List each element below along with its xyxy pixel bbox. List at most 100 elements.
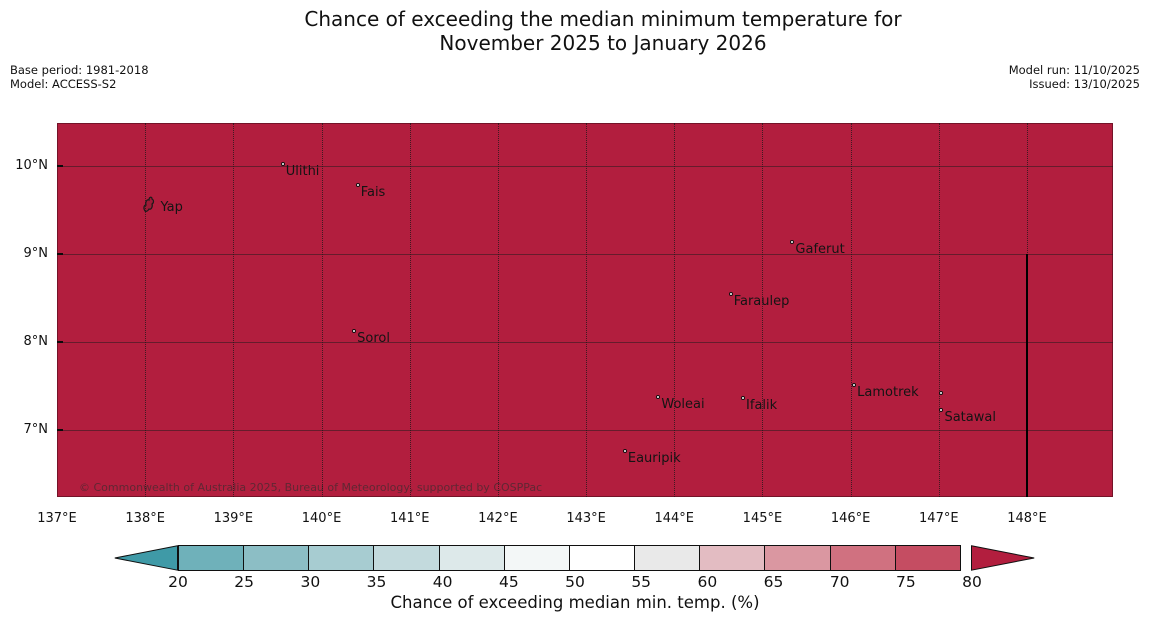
y-axis: 10°N 9°N 8°N 7°N bbox=[0, 0, 57, 644]
colorbar-segment bbox=[894, 545, 961, 571]
place-label: Fais bbox=[360, 184, 386, 200]
lon-gridline bbox=[762, 123, 764, 497]
colorbar-tick-label: 65 bbox=[763, 573, 784, 591]
x-tick-label: 137°E bbox=[37, 511, 77, 526]
colorbar-tick-label: 60 bbox=[697, 573, 718, 591]
lat-gridline bbox=[57, 254, 1113, 256]
x-tick-label: 145°E bbox=[742, 511, 783, 526]
colorbar-tick-label: 55 bbox=[631, 573, 652, 591]
place-label: Sorol bbox=[357, 330, 390, 346]
colorbar-tick-labels: 20 25 30 35 40 45 50 55 60 65 70 75 80 bbox=[168, 573, 982, 591]
x-tick-label: 143°E bbox=[566, 511, 606, 526]
copyright-text: © Commonwealth of Australia 2025, Bureau… bbox=[79, 481, 543, 494]
place-marker bbox=[790, 239, 795, 244]
colorbar-tick-label: 80 bbox=[962, 573, 982, 591]
y-tick-label: 10°N bbox=[15, 158, 48, 174]
x-tick-label: 139°E bbox=[213, 511, 254, 526]
y-tick-label: 9°N bbox=[23, 246, 49, 262]
place-label: Lamotrek bbox=[857, 385, 919, 401]
colorbar-segment bbox=[568, 545, 636, 571]
colorbar-segment bbox=[829, 545, 896, 571]
colorbar-segment bbox=[308, 545, 375, 571]
place-label: Gaferut bbox=[795, 241, 845, 257]
meta-right: Model run: 11/10/2025 Issued: 13/10/2025 bbox=[1009, 63, 1140, 91]
place-label: Ulithi bbox=[285, 164, 320, 180]
x-tick-label: 140°E bbox=[301, 511, 342, 526]
colorbar-tick-label: 50 bbox=[565, 573, 585, 591]
yap-island-icon bbox=[142, 194, 158, 218]
x-tick-label: 142°E bbox=[478, 511, 518, 526]
place-marker bbox=[622, 449, 627, 454]
x-tick-label: 141°E bbox=[389, 511, 430, 526]
place-marker bbox=[741, 396, 746, 401]
map-canvas: © Commonwealth of Australia 2025, Bureau… bbox=[57, 123, 1113, 497]
lat-tick bbox=[57, 429, 63, 432]
place-marker bbox=[352, 328, 357, 333]
lon-gridline bbox=[497, 123, 499, 497]
colorbar-segment bbox=[178, 545, 245, 571]
place-label: Eauripik bbox=[627, 451, 681, 467]
x-tick-label: 148°E bbox=[1007, 511, 1047, 526]
issued-text: Issued: 13/10/2025 bbox=[1029, 77, 1140, 91]
y-tick-label: 7°N bbox=[23, 422, 49, 438]
y-tick-label: 8°N bbox=[23, 334, 49, 350]
colorbar-tick-label: 20 bbox=[168, 573, 188, 591]
lat-tick bbox=[57, 341, 63, 344]
lat-tick bbox=[57, 253, 63, 256]
place-marker bbox=[728, 291, 733, 296]
base-period-text: Base period: 1981-2018 bbox=[10, 63, 149, 77]
colorbar-under-arrow bbox=[114, 545, 178, 571]
place-label: Faraulep bbox=[733, 293, 790, 309]
page-title: Chance of exceeding the median minimum t… bbox=[56, 7, 1150, 55]
model-text: Model: ACCESS-S2 bbox=[10, 77, 117, 91]
lon-gridline bbox=[674, 123, 676, 497]
lat-tick bbox=[57, 165, 63, 168]
lon-gridline bbox=[233, 123, 235, 497]
place-marker bbox=[656, 394, 661, 399]
meta-left: Base period: 1981-2018 Model: ACCESS-S2 bbox=[10, 63, 149, 91]
place-label: Yap bbox=[160, 199, 183, 215]
colorbar-tick-label: 45 bbox=[498, 573, 519, 591]
x-tick-label: 144°E bbox=[654, 511, 695, 526]
colorbar-tick-label: 30 bbox=[300, 573, 321, 591]
colorbar-tick-label: 35 bbox=[366, 573, 387, 591]
colorbar-tick-label: 25 bbox=[234, 573, 255, 591]
place-marker bbox=[852, 383, 857, 388]
colorbar-segment bbox=[438, 545, 505, 571]
place-marker bbox=[939, 407, 944, 412]
colorbar-tick-label: 40 bbox=[432, 573, 453, 591]
colorbar-segments bbox=[178, 545, 961, 571]
lon-gridline bbox=[409, 123, 411, 497]
place-label: Ifalik bbox=[746, 398, 778, 414]
lon-gridline bbox=[586, 123, 588, 497]
colorbar-segment bbox=[634, 545, 701, 571]
lon-gridline bbox=[850, 123, 852, 497]
colorbar-caption: Chance of exceeding median min. temp. (%… bbox=[390, 593, 760, 612]
lon-gridline bbox=[321, 123, 323, 497]
colorbar-segment bbox=[373, 545, 440, 571]
place-marker bbox=[280, 162, 285, 167]
title-line-1: Chance of exceeding the median minimum t… bbox=[304, 7, 902, 31]
lon-gridline bbox=[145, 123, 147, 497]
x-tick-label: 146°E bbox=[830, 511, 871, 526]
x-tick-label: 147°E bbox=[919, 511, 959, 526]
colorbar-segment bbox=[503, 545, 570, 571]
lat-gridline bbox=[57, 430, 1113, 432]
model-run-text: Model run: 11/10/2025 bbox=[1008, 63, 1140, 77]
colorbar-segment bbox=[243, 545, 310, 571]
colorbar-over-arrow bbox=[971, 545, 1035, 571]
boundary-line bbox=[1025, 254, 1028, 497]
colorbar-segment bbox=[699, 545, 766, 571]
colorbar-tick-label: 75 bbox=[895, 573, 916, 591]
place-label: Satawal bbox=[944, 409, 996, 425]
x-axis: 137°E 138°E 139°E 140°E 141°E 142°E 143°E 144°E… bbox=[0, 511, 1150, 529]
title-line-2: November 2025 to January 2026 bbox=[439, 31, 767, 55]
lon-gridline bbox=[938, 123, 940, 497]
colorbar-tick-label: 70 bbox=[829, 573, 850, 591]
lat-gridline bbox=[57, 342, 1113, 344]
place-label: Woleai bbox=[661, 396, 705, 412]
colorbar-segment bbox=[764, 545, 831, 571]
place-marker bbox=[938, 391, 943, 396]
lat-gridline bbox=[57, 166, 1113, 168]
place-marker bbox=[355, 182, 360, 187]
